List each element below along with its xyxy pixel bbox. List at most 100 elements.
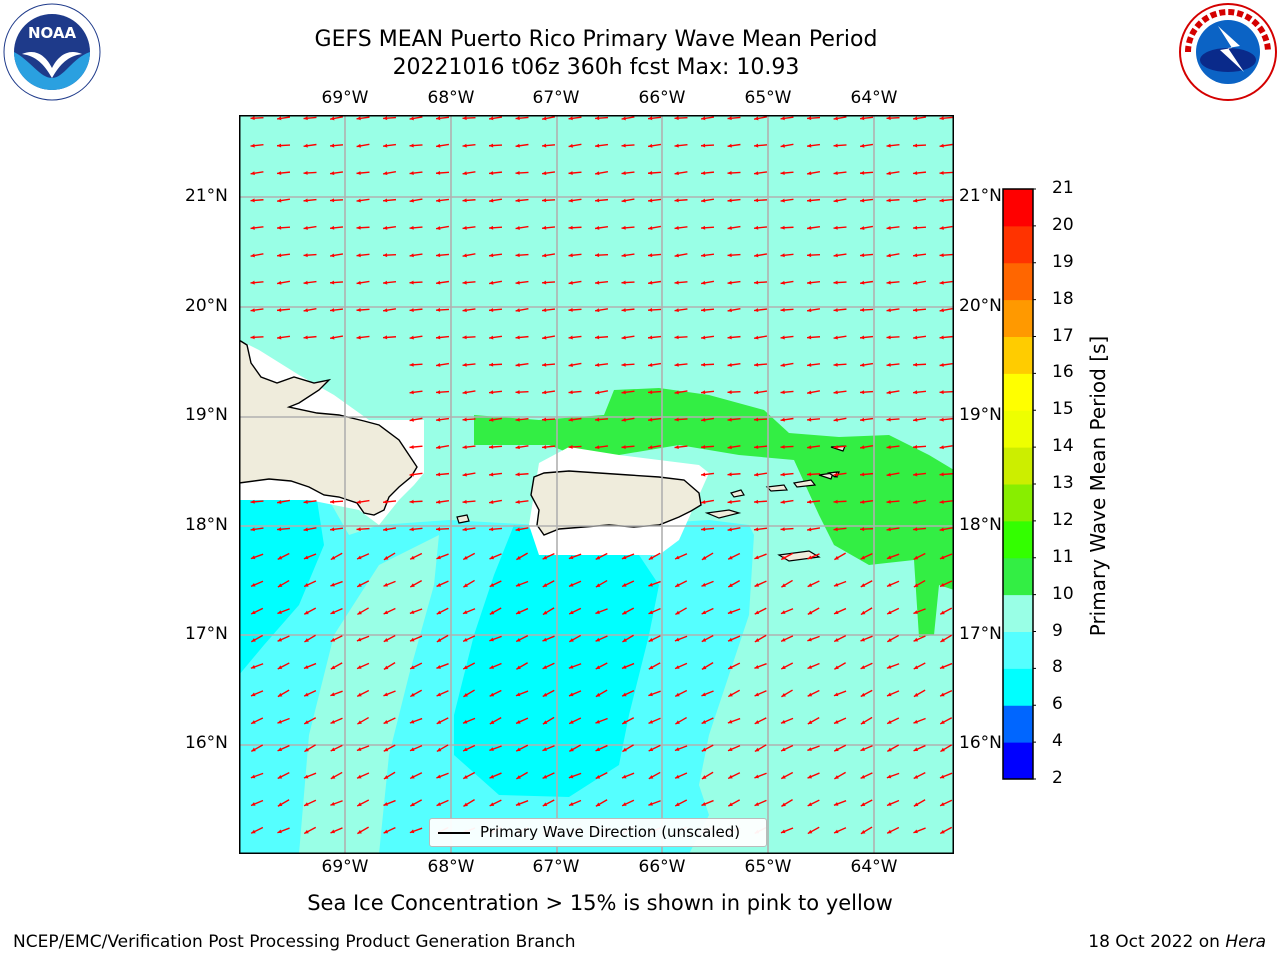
land-vieques — [704, 509, 742, 519]
direction-arrow-head — [542, 390, 547, 395]
direction-arrow-head — [436, 143, 441, 148]
direction-arrow-head — [595, 335, 600, 340]
direction-arrow-head — [727, 610, 733, 614]
direction-arrow-head — [701, 171, 706, 176]
direction-arrow-head — [357, 802, 362, 806]
direction-arrow-head — [436, 417, 441, 422]
direction-arrow-head — [701, 362, 706, 367]
direction-arrow-head — [780, 280, 785, 285]
direction-arrow-head — [674, 445, 679, 450]
direction-arrow-head — [542, 417, 547, 422]
direction-arrow-head — [940, 829, 945, 834]
direction-arrow-head — [277, 583, 283, 588]
direction-arrow-head — [595, 198, 600, 203]
direction-arrow-head — [595, 665, 601, 669]
direction-arrow-head — [356, 308, 361, 312]
direction-arrow-head — [674, 417, 679, 422]
direction-arrow-head — [913, 280, 918, 285]
sea-ice-note: Sea Ice Concentration > 15% is shown in … — [307, 891, 893, 915]
direction-arrow-head — [913, 143, 918, 148]
direction-arrow-head — [648, 143, 653, 148]
lon-label-top: 68°W — [427, 88, 475, 108]
direction-arrow-head — [940, 802, 945, 806]
lat-label-left: 16°N — [185, 733, 228, 753]
direction-arrow-head — [754, 280, 759, 285]
nws-logo — [1178, 2, 1278, 102]
direction-arrow-head — [330, 637, 336, 642]
direction-arrow-head — [621, 390, 626, 395]
direction-arrow-head — [887, 692, 892, 697]
colorbar-tick-label: 4 — [1052, 731, 1063, 752]
direction-arrow-head — [383, 198, 388, 203]
direction-arrow-head — [780, 829, 786, 834]
direction-arrow-head — [595, 555, 601, 560]
direction-arrow-head — [833, 143, 838, 148]
direction-arrow-head — [833, 198, 838, 203]
direction-arrow-head — [304, 692, 309, 697]
direction-arrow-head — [436, 500, 441, 504]
direction-arrow-head — [516, 610, 521, 614]
direction-arrow-head — [277, 829, 282, 834]
direction-arrow-head — [648, 116, 653, 121]
direction-arrow-head — [383, 335, 388, 340]
direction-arrow-head — [939, 390, 944, 395]
direction-arrow-head — [860, 226, 865, 230]
direction-arrow-head — [436, 280, 441, 285]
direction-arrow-head — [727, 390, 732, 395]
direction-arrow-head — [939, 226, 944, 230]
direction-arrow-head — [410, 637, 415, 642]
direction-arrow-head — [675, 802, 680, 806]
direction-arrow-head — [807, 637, 812, 642]
direction-arrow-head — [675, 610, 680, 615]
direction-arrow-head — [516, 637, 521, 642]
direction-arrow-head — [356, 280, 361, 285]
direction-arrow-head — [462, 198, 467, 203]
direction-arrow-head — [410, 774, 415, 779]
direction-arrow-head — [674, 335, 679, 340]
direction-arrow-head — [595, 802, 601, 807]
direction-arrow-head — [569, 638, 574, 642]
direction-arrow-head — [409, 499, 414, 504]
direction-arrow-head — [304, 802, 309, 806]
direction-arrow-head — [701, 610, 707, 615]
direction-arrow-head — [701, 280, 706, 285]
lon-label-bottom: 68°W — [427, 857, 475, 877]
direction-arrow-head — [807, 417, 812, 422]
noaa-logo-text: NOAA — [28, 24, 77, 42]
direction-arrow-head — [621, 417, 626, 422]
direction-arrow-head — [436, 638, 442, 642]
direction-arrow-head — [887, 720, 892, 724]
direction-arrow-head — [515, 390, 520, 395]
direction-arrow-head — [330, 335, 335, 340]
direction-arrow-head — [462, 143, 467, 148]
direction-arrow-head — [807, 499, 812, 504]
direction-arrow-head — [330, 253, 335, 258]
direction-arrow-head — [569, 747, 574, 752]
direction-arrow-head — [436, 472, 441, 477]
direction-arrow-head — [833, 280, 838, 285]
direction-arrow-head — [568, 308, 573, 312]
direction-arrow-head — [250, 774, 256, 779]
colorbar-segment — [1003, 262, 1033, 301]
direction-arrow-head — [701, 802, 706, 806]
lon-label-top: 66°W — [638, 88, 686, 108]
direction-arrow-head — [621, 280, 626, 285]
direction-arrow-head — [436, 226, 441, 230]
direction-arrow-head — [383, 280, 388, 285]
direction-arrow-head — [648, 719, 654, 724]
direction-arrow-head — [568, 143, 573, 148]
direction-arrow-head — [357, 610, 362, 615]
direction-arrow-head — [701, 472, 706, 477]
direction-arrow-head — [675, 555, 680, 560]
direction-arrow-head — [833, 308, 838, 313]
direction-arrow-head — [780, 253, 785, 258]
direction-arrow-head — [595, 583, 601, 588]
direction-arrow-head — [410, 747, 415, 751]
direction-arrow-head — [675, 720, 680, 725]
direction-arrow-head — [595, 774, 601, 779]
direction-arrow-head — [250, 664, 256, 669]
direction-arrow-head — [251, 829, 256, 834]
direction-arrow-head — [754, 390, 759, 395]
direction-arrow-head — [913, 500, 918, 504]
direction-arrow-head — [410, 583, 415, 587]
